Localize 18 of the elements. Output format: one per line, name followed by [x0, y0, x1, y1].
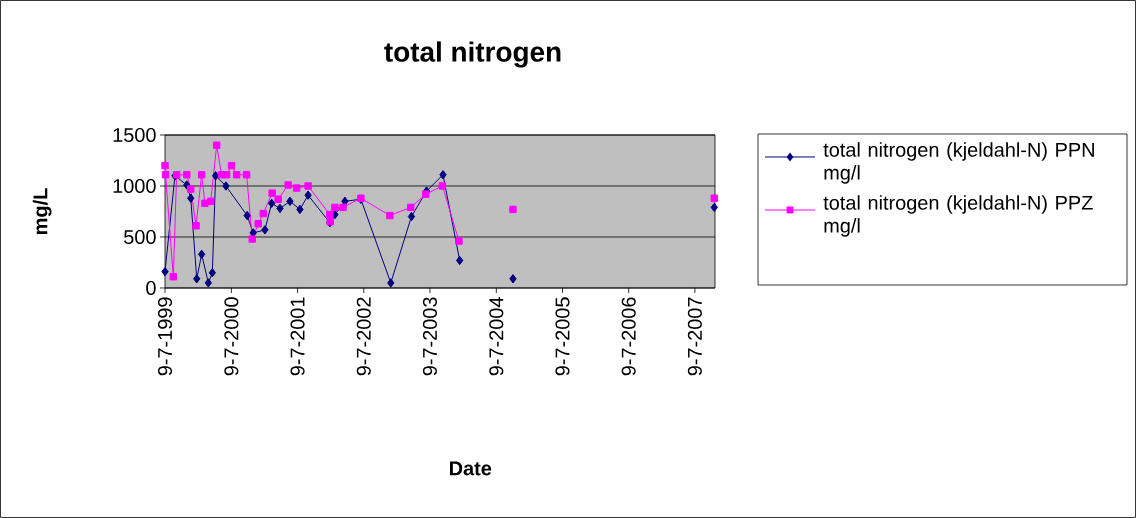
y-tick-label: 0 — [146, 280, 156, 296]
x-tick-label: 9-7-2003 — [422, 297, 437, 376]
x-tick-label: 9-7-2005 — [555, 297, 570, 376]
x-tick-label: 9-7-2004 — [489, 297, 504, 376]
x-axis-title: Date — [449, 461, 492, 476]
legend-label: total nitrogen (kjeldahl-N) PPZ mg/l — [823, 195, 1093, 237]
x-tick-label: 9-7-2002 — [356, 297, 371, 376]
x-tick-label: 9-7-2006 — [621, 297, 636, 376]
x-tick-label: 9-7-2001 — [290, 297, 305, 376]
y-axis-title: mg/L — [32, 188, 52, 234]
legend-label: total nitrogen (kjeldahl-N) PPN mg/l — [823, 142, 1094, 184]
y-tick-label: 1500 — [113, 127, 156, 143]
x-tick-label: 9-7-1999 — [157, 297, 173, 376]
x-tick-label: 9-7-2007 — [687, 297, 702, 376]
y-tick-label: 500 — [124, 229, 156, 245]
y-tick-label: 1000 — [113, 178, 156, 194]
chart-title: total nitrogen — [384, 41, 561, 68]
x-tick-label: 9-7-2000 — [224, 297, 239, 376]
